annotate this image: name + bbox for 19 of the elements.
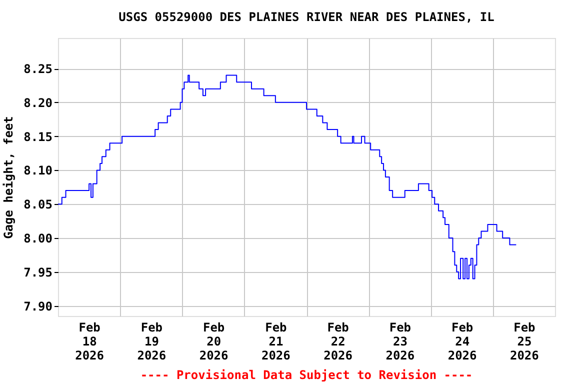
y-tick-label: 8.10	[24, 164, 52, 178]
x-tick-label: Feb 23 2026	[386, 320, 415, 362]
y-tick-label: 8.20	[24, 96, 52, 110]
y-tick-label: 8.15	[24, 130, 52, 144]
x-tick-label: Feb 21 2026	[261, 320, 290, 362]
x-tick-label: Feb 24 2026	[448, 320, 477, 362]
y-tick-label: 7.95	[24, 265, 52, 280]
x-tick-label: Feb 19 2026	[137, 320, 166, 362]
y-tick-label: 8.00	[24, 232, 52, 246]
x-tick-label: Feb 25 2026	[510, 320, 539, 362]
y-tick-label: 7.90	[24, 299, 52, 314]
chart-title: USGS 05529000 DES PLAINES RIVER NEAR DES PLAINES, IL	[118, 10, 494, 24]
x-tick-label: Feb 20 2026	[199, 320, 228, 362]
x-tick-label: Feb 18 2026	[75, 320, 104, 362]
x-tick-label: Feb 22 2026	[324, 320, 353, 362]
y-axis-title: Gage height, feet	[2, 116, 16, 239]
y-tick-label: 8.25	[24, 62, 52, 76]
y-tick-label: 8.05	[24, 198, 52, 212]
text: ---- Provisional Data Subject to Revision ----	[140, 368, 473, 382]
